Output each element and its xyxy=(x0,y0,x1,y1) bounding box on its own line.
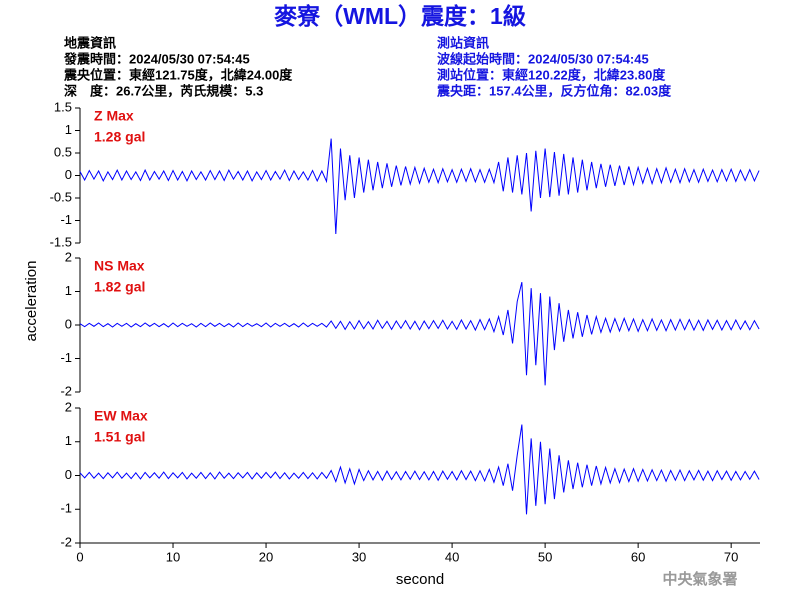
y-tick-label: -2 xyxy=(60,383,72,398)
x-tick-label: 30 xyxy=(352,549,366,564)
annotation: 1.28 gal xyxy=(94,129,145,145)
waveform xyxy=(79,282,760,386)
y-tick-label: -1.5 xyxy=(50,234,72,249)
x-tick-label: 10 xyxy=(166,549,180,564)
y-tick-label: -0.5 xyxy=(50,189,72,204)
y-tick-label: -1 xyxy=(60,212,72,227)
x-tick-label: 20 xyxy=(259,549,273,564)
y-tick-label: 0 xyxy=(65,467,72,482)
y-tick-label: 1 xyxy=(65,433,72,448)
chart-title: 麥寮（WML）震度：1級 xyxy=(273,3,526,29)
annotation: Z Max xyxy=(94,108,134,124)
info-line: 波線起始時間：2024/05/30 07:54:45 xyxy=(437,51,649,66)
y-tick-label: 0 xyxy=(65,316,72,331)
x-tick-label: 40 xyxy=(445,549,459,564)
info-line: 發震時間：2024/05/30 07:54:45 xyxy=(63,51,250,66)
y-tick-label: 1 xyxy=(65,283,72,298)
y-tick-label: 2 xyxy=(65,249,72,264)
footer: 中央氣象署 xyxy=(662,570,737,588)
info-line: 地震資訊 xyxy=(64,35,116,50)
annotation: EW Max xyxy=(94,408,148,424)
x-tick-label: 70 xyxy=(724,549,738,564)
x-tick-label: 0 xyxy=(76,549,83,564)
y-tick-label: 1.5 xyxy=(54,99,72,114)
x-tick-label: 60 xyxy=(631,549,645,564)
annotation: 1.82 gal xyxy=(94,279,145,295)
info-line: 震央位置：東經121.75度，北緯24.00度 xyxy=(63,67,293,82)
x-axis-label: second xyxy=(396,571,444,588)
y-tick-label: 0.5 xyxy=(54,144,72,159)
y-axis-label: acceleration xyxy=(23,261,40,342)
y-tick-label: 2 xyxy=(65,399,72,414)
y-tick-label: -1 xyxy=(60,501,72,516)
annotation: NS Max xyxy=(94,258,145,274)
x-tick-label: 50 xyxy=(538,549,552,564)
info-line: 震央距：157.4公里，反方位角：82.03度 xyxy=(436,83,672,98)
y-tick-label: -2 xyxy=(60,534,72,549)
info-line: 測站位置：東經120.22度，北緯23.80度 xyxy=(437,67,666,82)
waveform xyxy=(79,424,760,515)
y-tick-label: 0 xyxy=(65,167,72,182)
waveform xyxy=(79,138,760,235)
y-tick-label: -1 xyxy=(60,350,72,365)
info-line: 測站資訊 xyxy=(437,35,489,50)
info-line: 深 度：26.7公里，芮氏規模：5.3 xyxy=(64,83,263,98)
y-tick-label: 1 xyxy=(65,122,72,137)
annotation: 1.51 gal xyxy=(94,429,145,445)
